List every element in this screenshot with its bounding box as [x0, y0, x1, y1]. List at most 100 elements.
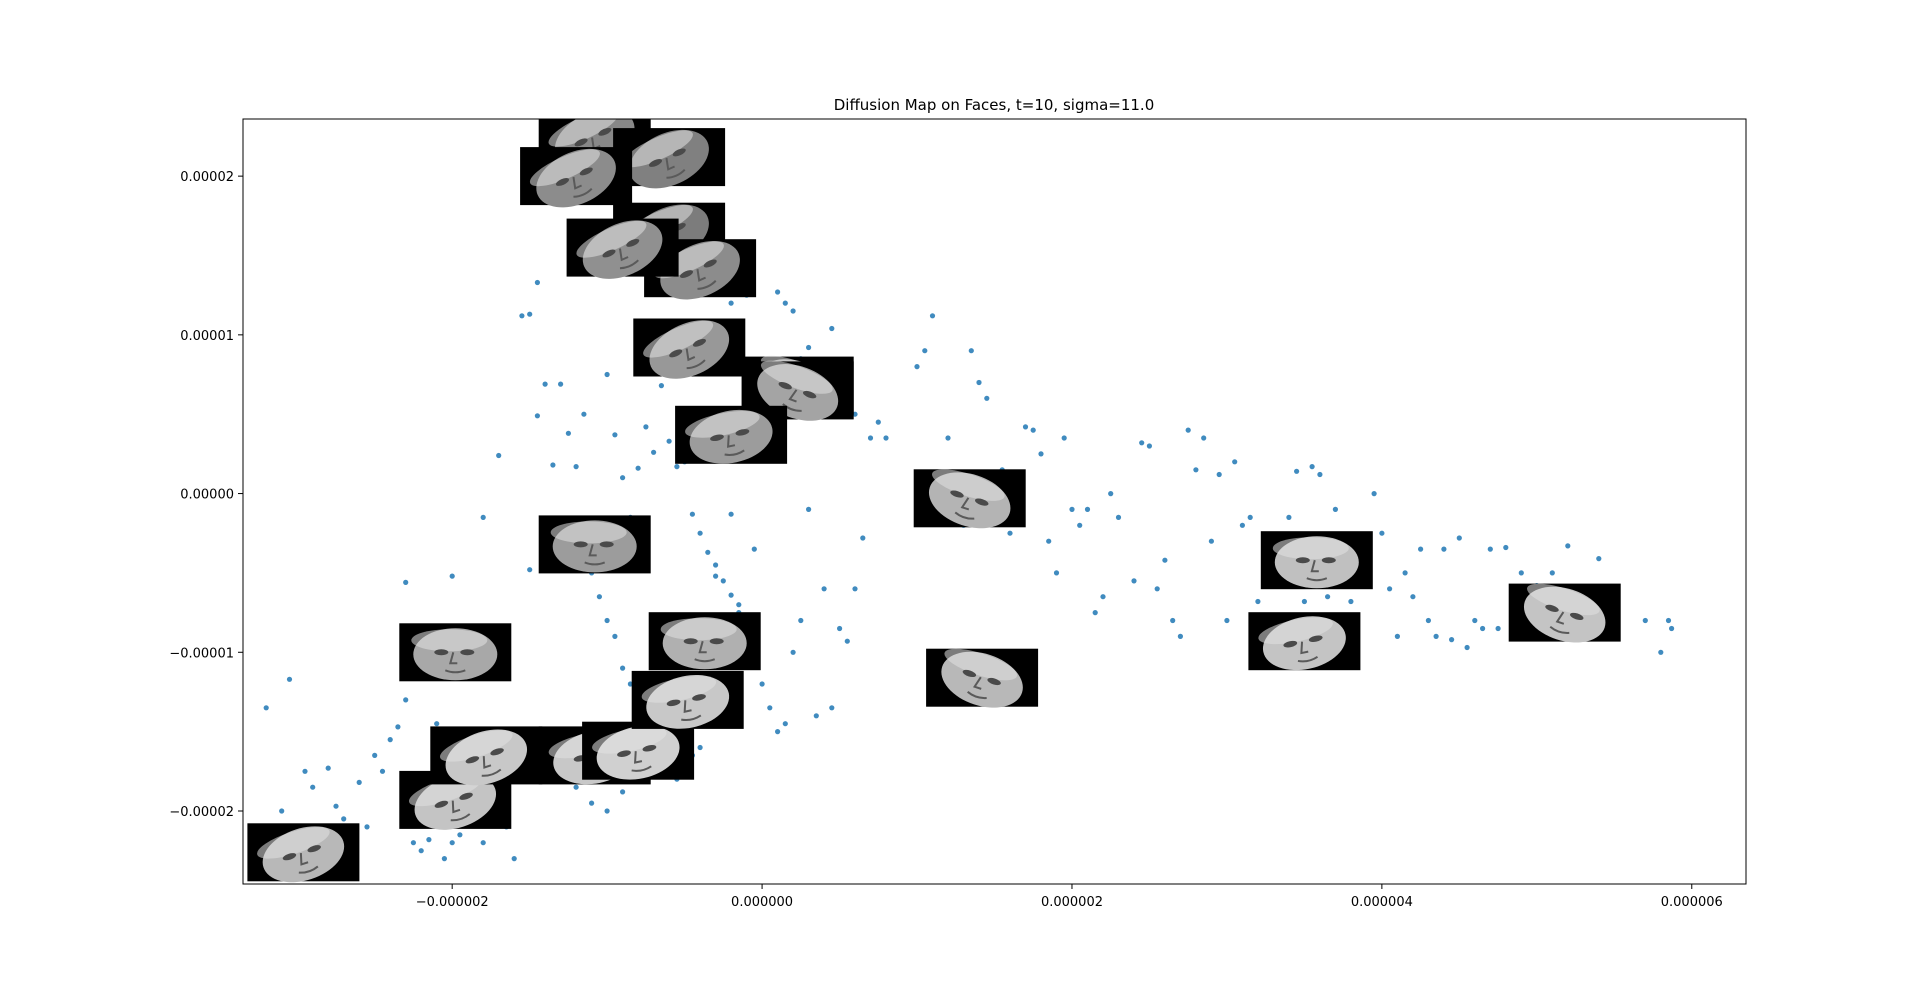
scatter-point — [1022, 424, 1029, 430]
scatter-point — [674, 464, 680, 470]
scatter-point — [759, 681, 765, 687]
scatter-point — [945, 435, 951, 441]
scatter-point — [1224, 617, 1230, 624]
face-thumbnail — [538, 515, 651, 574]
scatter-point — [1325, 594, 1331, 600]
scatter-point — [751, 546, 757, 552]
scatter-point — [1394, 633, 1400, 640]
scatter-point — [1185, 427, 1191, 433]
scatter-point — [534, 413, 541, 419]
scatter-point — [860, 535, 866, 541]
scatter-point — [720, 578, 726, 584]
scatter-point — [844, 638, 850, 644]
scatter-point — [875, 419, 881, 425]
scatter-point — [333, 803, 339, 809]
face-thumbnail — [399, 623, 512, 682]
scatter-point — [1658, 649, 1664, 655]
scatter-point — [620, 789, 626, 795]
scatter-point — [418, 848, 424, 854]
face-image — [685, 409, 773, 464]
scatter-point — [1379, 530, 1385, 536]
face-thumbnail — [633, 318, 746, 379]
scatter-point — [341, 816, 347, 822]
scatter-point — [1208, 538, 1214, 544]
scatter-point — [496, 452, 502, 459]
scatter-point — [1232, 459, 1238, 465]
face-image — [592, 725, 680, 780]
scatter-point — [1425, 617, 1431, 624]
scatter-point — [1069, 506, 1075, 512]
scatter-point — [1642, 617, 1648, 624]
scatter-point — [310, 784, 316, 790]
scatter-point — [1410, 594, 1416, 600]
scatter-point — [596, 594, 603, 600]
scatter-point — [1665, 617, 1672, 624]
scatter-point — [852, 411, 858, 417]
scatter-point — [829, 325, 835, 332]
scatter-point — [1007, 530, 1013, 536]
scatter-point — [449, 840, 455, 846]
scatter-point — [666, 438, 672, 444]
scatter-point — [519, 313, 525, 319]
y-tick-label: −0.00002 — [169, 805, 234, 820]
scatter-point — [1247, 514, 1253, 521]
scatter-point — [775, 289, 781, 295]
scatter-point — [612, 633, 618, 640]
scatter-point — [728, 592, 734, 598]
face-image — [660, 617, 747, 670]
scatter-point — [620, 475, 626, 481]
face-image — [529, 148, 616, 208]
face-image — [928, 469, 1011, 529]
axes-frame — [242, 118, 1747, 885]
scatter-point — [728, 300, 734, 306]
scatter-point — [604, 808, 610, 814]
scatter-point — [387, 737, 393, 743]
plot-area — [247, 119, 1675, 883]
face-thumbnail — [520, 147, 633, 208]
scatter-point — [1061, 435, 1067, 441]
scatter-point — [1139, 440, 1145, 446]
scatter-point — [1108, 491, 1114, 497]
scatter-point — [372, 752, 378, 759]
scatter-point — [604, 617, 610, 624]
scatter-point — [790, 649, 796, 655]
scatter-point — [635, 465, 641, 471]
x-tick-label: 0.000004 — [1351, 895, 1413, 910]
scatter-point — [736, 602, 742, 608]
face-image — [257, 826, 345, 883]
scatter-point — [480, 840, 486, 846]
scatter-point — [263, 705, 269, 711]
face-image — [643, 320, 730, 379]
y-tick-label: −0.00001 — [169, 646, 234, 661]
scatter-point — [1387, 586, 1393, 592]
scatter-point — [612, 432, 618, 438]
scatter-point — [1077, 522, 1083, 528]
y-tick-label: 0.00000 — [180, 488, 234, 503]
scatter-point — [806, 506, 812, 512]
scatter-point — [434, 721, 440, 727]
scatter-point — [697, 530, 703, 536]
scatter-point — [1495, 625, 1501, 632]
scatter-point — [643, 424, 649, 430]
scatter-point — [573, 464, 579, 470]
scatter-point — [968, 348, 974, 354]
scatter-point — [713, 562, 719, 568]
scatter-point — [395, 724, 401, 730]
scatter-point — [581, 411, 587, 417]
scatter-point — [449, 573, 455, 579]
scatter-point — [1549, 570, 1555, 576]
scatter-point — [325, 765, 331, 771]
scatter-point — [550, 462, 556, 468]
scatter-point — [929, 313, 936, 319]
scatter-point — [1053, 570, 1060, 576]
scatter-point — [705, 549, 711, 555]
scatter-point — [1433, 633, 1439, 640]
scatter-point — [658, 383, 665, 389]
scatter-point — [1286, 514, 1292, 521]
face-thumbnail — [247, 823, 360, 883]
scatter-point — [1177, 633, 1183, 640]
scatter-point — [1038, 451, 1044, 457]
scatter-point — [1084, 506, 1091, 512]
face-thumbnail — [913, 469, 1026, 529]
